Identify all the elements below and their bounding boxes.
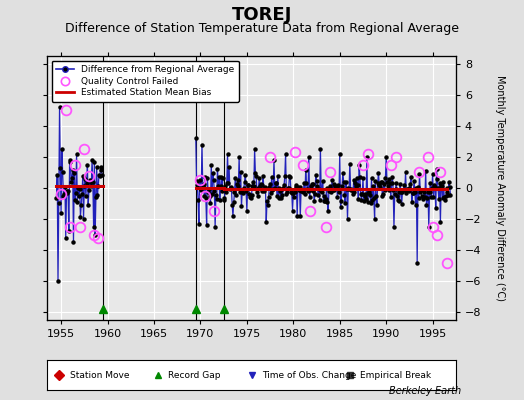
Text: Empirical Break: Empirical Break xyxy=(360,370,431,380)
Y-axis label: Monthly Temperature Anomaly Difference (°C): Monthly Temperature Anomaly Difference (… xyxy=(495,75,505,301)
Text: TOREJ: TOREJ xyxy=(232,6,292,24)
Text: Difference of Station Temperature Data from Regional Average: Difference of Station Temperature Data f… xyxy=(65,22,459,35)
Text: Berkeley Earth: Berkeley Earth xyxy=(389,386,461,396)
Text: Time of Obs. Change: Time of Obs. Change xyxy=(262,370,356,380)
Text: Station Move: Station Move xyxy=(70,370,129,380)
Legend: Difference from Regional Average, Quality Control Failed, Estimated Station Mean: Difference from Regional Average, Qualit… xyxy=(52,60,239,102)
Text: Record Gap: Record Gap xyxy=(168,370,220,380)
